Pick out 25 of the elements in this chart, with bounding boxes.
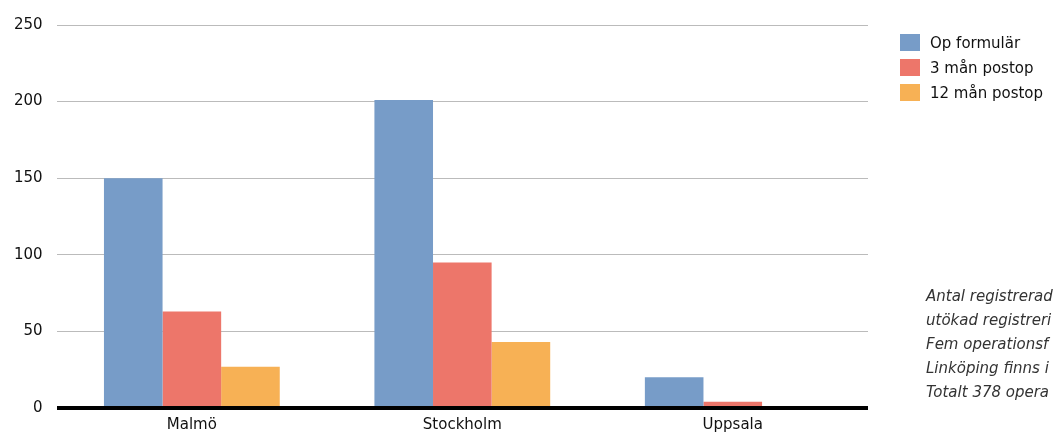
text: Linköping finns i bbox=[926, 359, 1050, 379]
text: utökad registreri bbox=[926, 311, 1053, 331]
y-tick-label: 0 bbox=[33, 397, 43, 416]
bar bbox=[644, 377, 704, 406]
y-tick-label: 200 bbox=[13, 91, 43, 110]
text: Totalt 378 opera bbox=[926, 383, 1051, 403]
bar bbox=[491, 342, 551, 406]
text: Fem operationsf bbox=[926, 335, 1051, 355]
y-tick-label: 100 bbox=[13, 244, 43, 263]
bar bbox=[103, 178, 163, 406]
x-tick-label: Stockholm bbox=[422, 414, 502, 433]
bar bbox=[162, 311, 222, 406]
y-tick-label: 250 bbox=[13, 14, 43, 33]
legend-label: 3 mån postop bbox=[930, 58, 1034, 77]
bar bbox=[433, 262, 492, 406]
y-tick-label: 150 bbox=[13, 168, 43, 187]
legend-label: 12 mån postop bbox=[930, 83, 1044, 102]
bar bbox=[374, 100, 434, 406]
legend-label: Op formulär bbox=[930, 33, 1021, 52]
y-tick-label: 50 bbox=[23, 321, 43, 340]
bar bbox=[221, 366, 280, 406]
bar bbox=[703, 401, 763, 406]
text: Antal registrerad bbox=[926, 287, 1053, 307]
x-tick-label: Uppsala bbox=[702, 414, 763, 433]
x-tick-label: Malmö bbox=[166, 414, 217, 433]
